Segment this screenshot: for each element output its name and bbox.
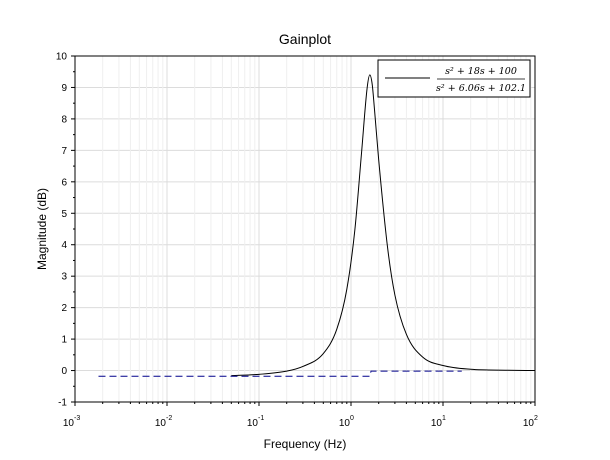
x-tick-label: 10 <box>63 418 75 429</box>
y-axis: -1 0 1 2 3 4 5 6 7 8 9 10 <box>56 52 75 409</box>
plot-area <box>75 56 535 402</box>
y-tick-label: 6 <box>61 177 67 188</box>
x-tick-exponent: -2 <box>166 415 172 422</box>
y-tick-label: 9 <box>61 83 67 94</box>
y-axis-label: Magnitude (dB) <box>35 188 49 270</box>
x-tick-exponent: -3 <box>74 415 80 422</box>
x-tick-exponent: 0 <box>350 415 354 422</box>
x-tick-label: 10 <box>431 418 443 429</box>
x-tick-label: 10 <box>155 418 167 429</box>
y-tick-label: 5 <box>61 209 67 220</box>
y-tick-label: -1 <box>58 398 67 409</box>
x-tick-exponent: 2 <box>534 415 538 422</box>
series-line-0 <box>231 74 536 377</box>
y-tick-label: 4 <box>61 240 67 251</box>
y-tick-label: 2 <box>61 303 67 314</box>
y-tick-label: 7 <box>61 146 67 157</box>
y-tick-label: 3 <box>61 272 67 283</box>
x-axis-label: Frequency (Hz) <box>264 437 347 451</box>
y-tick-label: 8 <box>61 114 67 125</box>
chart-title: Gainplot <box>279 31 331 47</box>
legend: s² + 18s + 100 s² + 6.06s + 102.1 <box>377 59 531 98</box>
y-tick-label: 0 <box>61 366 67 377</box>
x-axis: 10 -3 10 -2 10 -1 10 0 10 1 10 2 <box>63 402 538 429</box>
series-line-1 <box>98 370 462 377</box>
plot-frame <box>74 55 536 403</box>
x-tick-exponent: 1 <box>442 415 446 422</box>
x-tick-label: 10 <box>247 418 259 429</box>
y-tick-label: 1 <box>61 335 67 346</box>
x-tick-label: 10 <box>523 418 535 429</box>
legend-denominator: s² + 6.06s + 102.1 <box>436 83 526 94</box>
x-tick-label: 10 <box>339 418 351 429</box>
legend-numerator: s² + 18s + 100 <box>445 66 517 77</box>
x-tick-exponent: -1 <box>258 415 264 422</box>
y-tick-label: 10 <box>56 52 68 63</box>
series-layer <box>98 74 536 377</box>
